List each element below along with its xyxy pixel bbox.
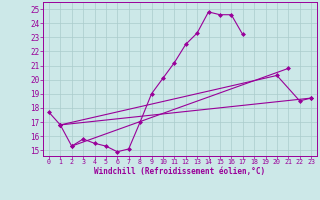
X-axis label: Windchill (Refroidissement éolien,°C): Windchill (Refroidissement éolien,°C)	[94, 167, 266, 176]
